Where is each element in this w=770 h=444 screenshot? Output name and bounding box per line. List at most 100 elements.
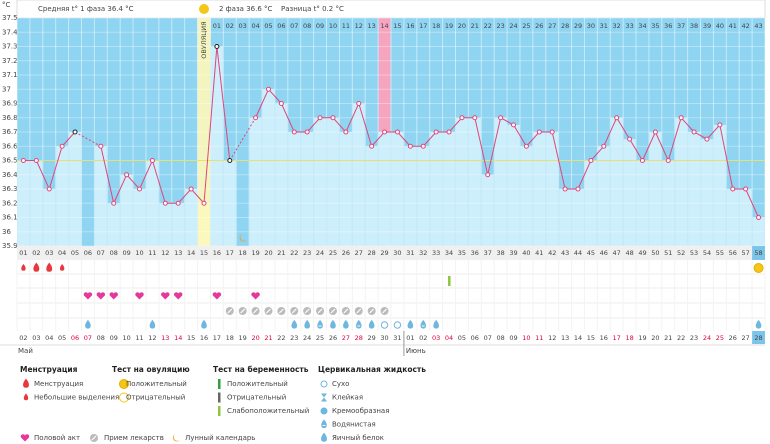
phase2-day-label: 14 xyxy=(380,22,388,30)
y-tick-label: 37.3 xyxy=(2,43,18,51)
legend-title: Тест на беременность xyxy=(213,365,309,374)
temperature-point xyxy=(265,86,271,92)
temperature-point xyxy=(72,129,78,135)
cycle-day-label: 13 xyxy=(174,249,182,257)
legend-item: Положительный xyxy=(227,380,288,388)
phase2-day-label: 42 xyxy=(742,22,750,30)
temperature-bar xyxy=(494,117,507,246)
temperature-bar xyxy=(481,174,494,246)
date-label: 14 xyxy=(574,334,582,342)
temperature-point xyxy=(59,143,65,149)
temperature-bar xyxy=(120,174,133,246)
legend-item: Отрицательный xyxy=(227,394,286,402)
temperature-point xyxy=(498,115,504,121)
temperature-bar xyxy=(327,117,339,246)
temperature-point xyxy=(382,129,388,135)
phase2-day-label: 19 xyxy=(445,22,453,30)
temperature-point xyxy=(46,186,52,192)
cycle-day-label: 51 xyxy=(664,249,672,257)
cycle-day-label: 08 xyxy=(110,249,118,257)
y-tick-label: 36.3 xyxy=(2,185,18,193)
date-label: 13 xyxy=(561,334,569,342)
date-label: 22 xyxy=(277,334,285,342)
legend-item: Отрицательный xyxy=(126,394,185,402)
pill-slash xyxy=(227,308,233,314)
temperature-bar xyxy=(275,103,288,246)
temperature-bar xyxy=(688,132,701,246)
cycle-day-label: 47 xyxy=(613,249,621,257)
date-label: 25 xyxy=(716,334,724,342)
cycle-day-label: 22 xyxy=(290,249,298,257)
cycle-day-label: 39 xyxy=(509,249,517,257)
temperature-point xyxy=(201,200,207,206)
moon-icon xyxy=(172,434,180,442)
cervical-eggwhite-icon xyxy=(330,319,336,329)
temperature-point xyxy=(20,158,26,163)
date-label: 23 xyxy=(290,334,298,342)
temperature-bar xyxy=(713,124,726,246)
legend-item: Менструация xyxy=(34,380,83,388)
date-label: 08 xyxy=(97,334,105,342)
date-label: 28 xyxy=(754,334,762,342)
phase2-day-label: 37 xyxy=(677,22,685,30)
phase2-day-label: 34 xyxy=(638,22,646,30)
ovulation-test-icon xyxy=(753,263,764,273)
temperature-point xyxy=(652,129,658,135)
temperature-bar xyxy=(107,203,120,246)
cycle-day-label: 09 xyxy=(122,249,130,257)
heart-icon xyxy=(161,292,170,300)
temperature-point xyxy=(562,186,568,192)
pill-slash xyxy=(266,308,271,314)
temperature-point xyxy=(369,143,375,149)
cervical-watery-icon xyxy=(420,319,427,329)
cycle-day-label: 55 xyxy=(716,249,724,257)
temperature-bar xyxy=(94,146,107,246)
legend-title: Цервикальная жидкость xyxy=(318,365,426,374)
legend-icon xyxy=(23,393,29,401)
temperature-bar xyxy=(43,189,56,246)
cervical-eggwhite-icon xyxy=(407,319,414,329)
pregnancy-test-icon xyxy=(218,379,221,389)
cycle-day-label: 15 xyxy=(200,249,208,257)
date-label: 31 xyxy=(393,334,401,342)
phase2-average: 2 фаза 36.6 °C xyxy=(219,5,273,13)
cycle-day-label: 24 xyxy=(316,249,324,257)
cervical-watery-icon xyxy=(317,319,323,329)
legend-item: Клейкая xyxy=(332,394,363,402)
cycle-day-label: 30 xyxy=(393,249,401,257)
highlight-band xyxy=(378,18,391,132)
cycle-day-label: 40 xyxy=(522,249,530,257)
temperature-bar xyxy=(623,139,636,246)
cycle-day-label: 29 xyxy=(380,249,388,257)
y-tick-label: 36.8 xyxy=(2,114,18,122)
cycle-day-label: 46 xyxy=(600,249,608,257)
cycle-day-label: 53 xyxy=(690,249,698,257)
legend-title: Тест на овуляцию xyxy=(112,365,190,374)
date-label: 15 xyxy=(187,334,195,342)
cycle-day-label: 36 xyxy=(471,249,479,257)
y-tick-label: 35.9 xyxy=(2,242,18,250)
temperature-bar xyxy=(507,124,520,246)
cycle-day-label: 32 xyxy=(419,249,427,257)
cycle-day-label: 48 xyxy=(625,249,633,257)
heart-icon xyxy=(83,292,93,300)
temperature-bar xyxy=(572,189,584,246)
date-label: 09 xyxy=(509,334,517,342)
legend-item: Яичный белок xyxy=(332,434,384,442)
temperature-point xyxy=(588,158,594,163)
date-label: 19 xyxy=(239,334,247,342)
date-label: 03 xyxy=(432,334,440,342)
menstruation-light-icon xyxy=(59,264,65,271)
date-label: 09 xyxy=(110,334,118,342)
temperature-point xyxy=(304,129,310,135)
cycle-day-label: 35 xyxy=(458,249,466,257)
date-label: 02 xyxy=(19,334,27,342)
date-label: 14 xyxy=(174,334,182,342)
phase2-day-label: 08 xyxy=(303,22,311,30)
cycle-day-label: 16 xyxy=(213,249,221,257)
phase2-day-label: 28 xyxy=(561,22,569,30)
temperature-bar xyxy=(288,132,301,246)
cycle-day-label: 10 xyxy=(135,249,143,257)
cycle-day-label: 28 xyxy=(368,249,376,257)
temperature-bar xyxy=(546,132,559,246)
